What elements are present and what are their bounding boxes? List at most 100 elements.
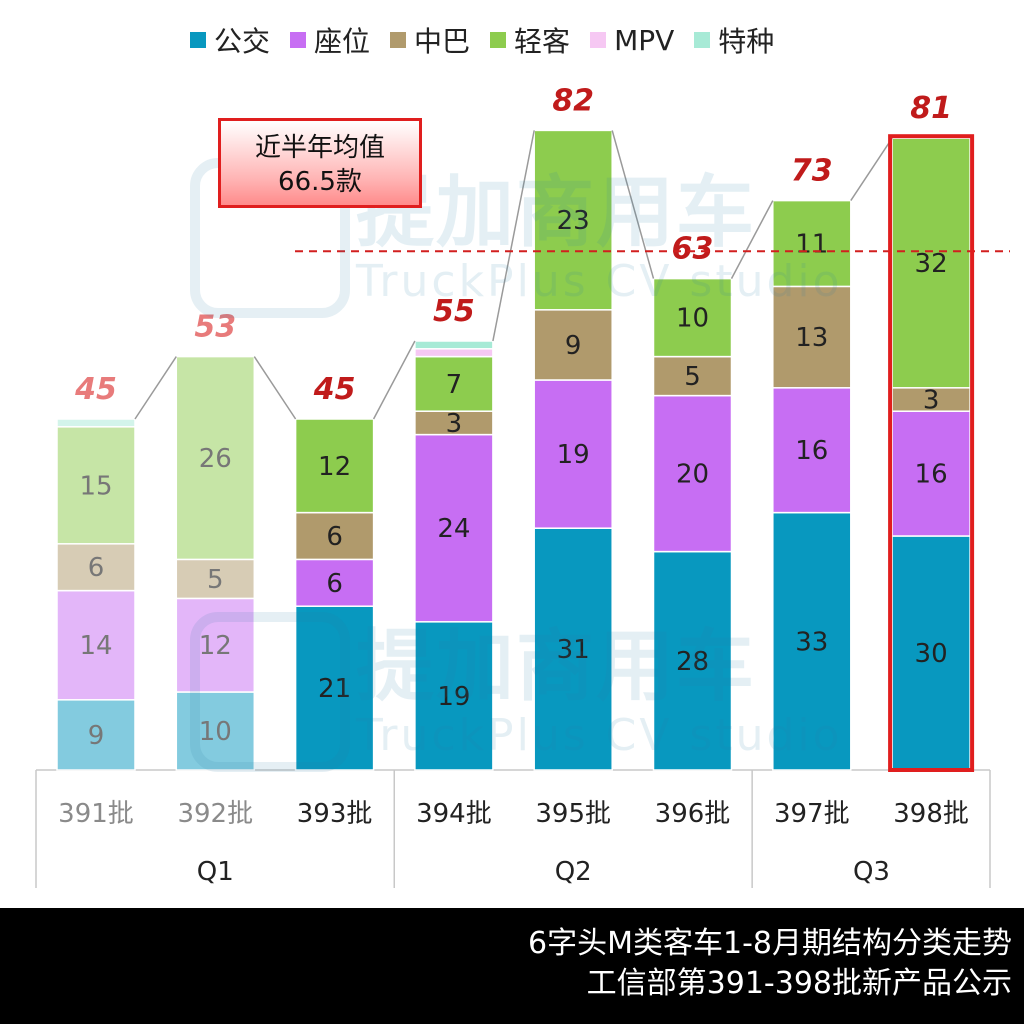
legend-swatch <box>390 32 407 48</box>
bar-segment <box>533 309 613 381</box>
bar-segment <box>294 418 375 514</box>
group-label: Q2 <box>555 857 592 887</box>
bar-segment <box>56 589 136 701</box>
data-label: 12 <box>318 452 351 482</box>
bar-segment <box>533 129 613 311</box>
total-label: 63 <box>672 232 714 267</box>
category-label: 395批 <box>535 799 611 829</box>
legend-swatch <box>290 32 307 48</box>
data-label: 9 <box>565 331 582 361</box>
group-label: Q1 <box>197 857 234 887</box>
bar-segment <box>891 137 971 389</box>
total-label: 45 <box>313 372 356 407</box>
data-label: 24 <box>437 514 470 544</box>
connector-line <box>253 356 297 420</box>
footer-title: 6字头M类客车1-8月期结构分类走势 <box>528 926 1012 961</box>
data-label: 6 <box>326 522 343 552</box>
category-label: 398批 <box>893 799 969 829</box>
data-label: 21 <box>318 674 351 704</box>
group-label: Q3 <box>853 857 890 887</box>
bar-segment <box>56 418 136 428</box>
category-label: 397批 <box>774 799 850 829</box>
connector-line <box>492 130 535 342</box>
stacked-bar-chart: 91461545391批101252653392批21661245393批192… <box>35 83 1010 888</box>
bar-segment <box>414 348 494 358</box>
legend-label: 中巴 <box>414 25 471 58</box>
bar-segment <box>652 394 733 553</box>
average-label: 近半年均值 <box>254 133 385 163</box>
data-label: 16 <box>915 460 948 490</box>
data-label: 11 <box>795 230 828 260</box>
total-label: 73 <box>791 154 833 189</box>
bar-segment <box>414 621 494 771</box>
data-label: 20 <box>676 460 709 490</box>
data-label: 3 <box>923 386 940 416</box>
bar-segment <box>652 277 733 358</box>
legend-item-mpv: MPV <box>590 24 674 57</box>
legend-item-light: 轻客 <box>490 20 570 60</box>
legend-label: 轻客 <box>514 25 571 58</box>
connector-line <box>730 200 774 279</box>
total-label: 55 <box>433 294 475 329</box>
total-label: 82 <box>552 83 594 118</box>
data-label: 5 <box>684 362 701 392</box>
data-label: 3 <box>446 409 463 439</box>
bar-segment <box>772 387 852 514</box>
data-label: 6 <box>326 569 343 599</box>
total-label: 81 <box>910 91 952 126</box>
data-label: 6 <box>88 553 105 583</box>
legend-swatch <box>490 32 507 48</box>
bar-segment <box>652 550 733 771</box>
legend-label: 特种 <box>718 25 775 58</box>
data-label: 10 <box>676 304 709 334</box>
data-label: 13 <box>795 323 828 353</box>
data-label: 16 <box>795 436 828 466</box>
legend-item-seat: 座位 <box>290 20 370 60</box>
legend-label: MPV <box>614 23 675 57</box>
data-label: 10 <box>199 717 232 747</box>
bar-segment <box>175 355 256 561</box>
data-label: 26 <box>199 444 232 474</box>
legend-item-midi: 中巴 <box>390 20 470 60</box>
connector-line <box>372 340 416 420</box>
bar-segment <box>772 285 852 389</box>
data-label: 19 <box>437 682 470 712</box>
footer-caption: 6字头M类客车1-8月期结构分类走势 工信部第391-398批新产品公示 <box>0 908 1024 1024</box>
data-label: 31 <box>557 635 590 665</box>
bar-segment <box>533 527 613 771</box>
data-label: 23 <box>557 206 590 236</box>
category-label: 393批 <box>297 799 373 829</box>
category-label: 396批 <box>655 799 731 829</box>
data-label: 14 <box>79 631 112 661</box>
bar-segment <box>294 558 375 607</box>
bar-segment <box>414 355 494 412</box>
total-label: 45 <box>74 372 117 407</box>
legend-item-bus: 公交 <box>190 20 270 60</box>
data-label: 28 <box>676 647 709 677</box>
data-label: 9 <box>88 721 105 751</box>
legend-label: 座位 <box>314 25 371 58</box>
bar-segment <box>652 355 733 397</box>
legend-swatch <box>190 32 206 48</box>
bar-segment <box>772 199 852 288</box>
data-label: 30 <box>915 639 948 669</box>
category-label: 394批 <box>416 799 492 829</box>
data-label: 32 <box>915 249 948 279</box>
data-label: 19 <box>557 440 590 470</box>
watermark-logo-bottom <box>190 612 350 772</box>
data-label: 7 <box>446 370 463 400</box>
legend-swatch <box>694 32 711 48</box>
highlight-frame <box>888 134 975 772</box>
connector-line <box>850 137 893 202</box>
average-value: 66.5款 <box>278 167 362 197</box>
average-annotation: 近半年均值 66.5款 <box>218 118 422 208</box>
footer-subtitle: 工信部第391-398批新产品公示 <box>586 966 1012 1001</box>
data-label: 33 <box>795 627 828 657</box>
category-label: 392批 <box>177 799 253 829</box>
bar-segment <box>414 340 494 350</box>
data-label: 5 <box>207 565 224 595</box>
connector-line <box>134 356 177 420</box>
category-label: 391批 <box>58 799 134 829</box>
legend-swatch <box>590 32 607 48</box>
connector-line <box>611 130 655 279</box>
